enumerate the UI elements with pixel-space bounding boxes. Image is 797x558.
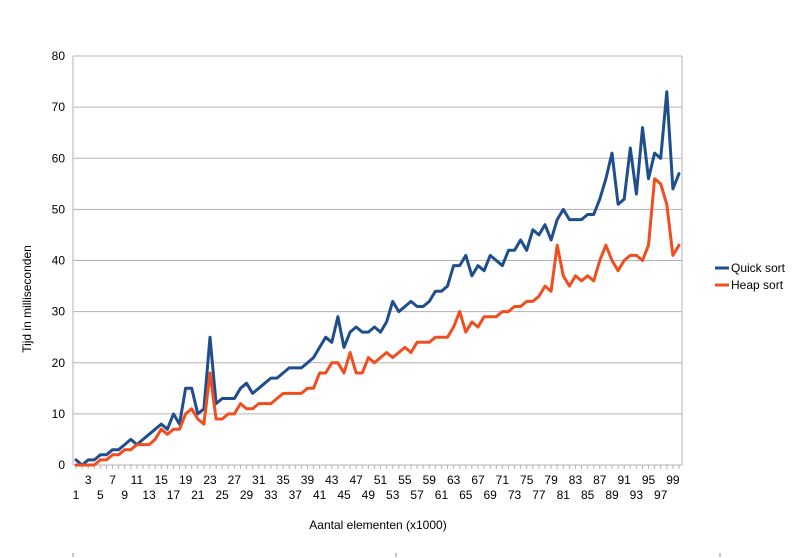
- series-line-0: [74, 90, 681, 467]
- x-tick-label: 31: [252, 473, 266, 487]
- x-tick-label: 39: [301, 473, 315, 487]
- y-tick-label: 60: [52, 151, 66, 165]
- x-tick-label: 85: [581, 488, 595, 502]
- x-tick-label: 71: [496, 473, 510, 487]
- x-tick-label: 47: [350, 473, 364, 487]
- x-tick-label: 81: [557, 488, 571, 502]
- x-axis-title: Aantal elementen (x1000): [309, 518, 446, 532]
- x-tick-label: 49: [362, 488, 376, 502]
- x-tick-label: 65: [459, 488, 473, 502]
- x-tick-label: 21: [191, 488, 205, 502]
- x-tick-label: 29: [240, 488, 254, 502]
- x-tick-label: 37: [289, 488, 303, 502]
- x-tick-label: 61: [435, 488, 449, 502]
- series-line-1: [74, 177, 681, 467]
- x-tick-label: 43: [325, 473, 339, 487]
- y-tick-label: 0: [58, 458, 65, 472]
- x-tick-label: 45: [337, 488, 351, 502]
- x-tick-label: 89: [605, 488, 619, 502]
- x-tick-label: 9: [121, 488, 128, 502]
- x-tick-label: 27: [228, 473, 242, 487]
- x-tick-label: 59: [423, 473, 437, 487]
- x-tick-label: 19: [179, 473, 193, 487]
- legend-label: Heap sort: [731, 278, 784, 292]
- x-tick-label: 5: [97, 488, 104, 502]
- y-tick-label: 70: [52, 100, 66, 114]
- x-tick-label: 33: [264, 488, 278, 502]
- plot-lines: [74, 90, 681, 467]
- x-tick-label: 69: [484, 488, 498, 502]
- legend-label: Quick sort: [731, 261, 786, 275]
- x-tick-label: 13: [142, 488, 156, 502]
- x-tick-label: 87: [593, 473, 607, 487]
- x-axis-tick-labels: 1357911131517192123252729313335373941434…: [73, 473, 680, 502]
- y-tick-label: 20: [52, 356, 66, 370]
- x-tick-label: 25: [216, 488, 230, 502]
- x-tick-label: 97: [654, 488, 668, 502]
- x-tick-label: 67: [471, 473, 485, 487]
- y-tick-label: 50: [52, 202, 66, 216]
- gridlines: [73, 55, 682, 466]
- x-tick-label: 35: [276, 473, 290, 487]
- legend: Quick sort Heap sort: [715, 261, 786, 292]
- x-tick-label: 3: [85, 473, 92, 487]
- x-tick-label: 15: [155, 473, 169, 487]
- x-tick-label: 41: [313, 488, 327, 502]
- x-tick-label: 55: [398, 473, 412, 487]
- x-tick-label: 75: [520, 473, 534, 487]
- y-tick-label: 30: [52, 305, 66, 319]
- x-tick-label: 23: [203, 473, 217, 487]
- x-axis: [72, 56, 721, 557]
- y-tick-label: 80: [52, 49, 66, 63]
- x-tick-label: 95: [642, 473, 656, 487]
- y-axis-tick-labels: 0 10 20 30 40 50 60 70 80: [52, 49, 66, 472]
- x-tick-label: 63: [447, 473, 461, 487]
- x-tick-label: 93: [630, 488, 644, 502]
- x-tick-label: 11: [131, 473, 144, 487]
- x-tick-label: 53: [386, 488, 400, 502]
- x-tick-label: 73: [508, 488, 522, 502]
- x-tick-label: 83: [569, 473, 583, 487]
- x-tick-label: 17: [167, 488, 181, 502]
- y-tick-label: 40: [52, 254, 66, 268]
- x-tick-label: 77: [532, 488, 546, 502]
- x-tick-label: 57: [410, 488, 424, 502]
- y-tick-label: 10: [52, 407, 66, 421]
- x-tick-label: 1: [73, 488, 80, 502]
- x-tick-label: 51: [374, 473, 388, 487]
- x-tick-label: 79: [544, 473, 558, 487]
- x-tick-label: 99: [666, 473, 680, 487]
- x-tick-label: 7: [109, 473, 116, 487]
- y-axis-title: Tijd in milliseconden: [20, 245, 34, 353]
- x-tick-label: 91: [618, 473, 632, 487]
